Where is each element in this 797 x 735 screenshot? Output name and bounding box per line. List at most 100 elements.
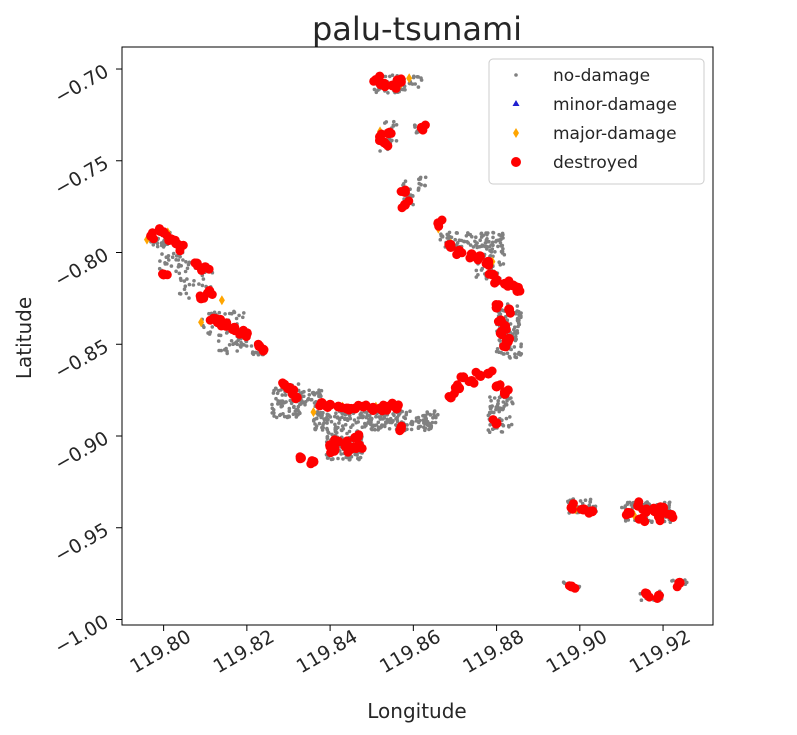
point-destroyed [514,282,523,292]
point-no-damage [500,430,505,434]
point-no-damage [302,394,306,399]
point-no-damage [429,422,433,427]
point-no-damage [348,457,352,462]
point-no-damage [160,252,164,256]
point-no-damage [272,411,276,415]
point-destroyed [205,315,215,325]
point-no-damage [164,255,169,259]
point-no-damage [416,186,421,191]
point-destroyed [668,513,678,522]
point-no-damage [315,410,320,414]
point-no-damage [242,311,246,315]
point-destroyed [375,80,385,90]
point-destroyed [207,290,217,299]
point-no-damage [474,235,478,239]
point-no-damage [423,175,428,180]
point-no-damage [325,456,330,460]
point-no-damage [498,240,503,245]
point-no-damage [292,404,296,409]
point-no-damage [326,430,330,434]
point-no-damage [378,149,382,153]
point-no-damage [583,498,588,503]
point-no-damage [449,235,454,240]
point-no-damage [352,418,357,422]
point-no-damage [313,427,318,432]
point-no-damage [291,412,296,417]
point-no-damage [383,424,387,429]
point-no-damage [489,404,493,409]
point-no-damage [279,404,284,409]
point-no-damage [183,284,188,289]
point-no-damage [501,400,506,404]
legend-box [488,58,705,185]
point-no-damage [620,505,624,510]
point-no-damage [302,389,306,394]
point-no-damage [403,179,408,183]
point-destroyed [404,196,414,206]
point-destroyed [197,265,206,275]
point-no-damage [497,232,501,237]
point-no-damage [235,349,239,353]
point-no-damage [384,421,389,425]
point-no-damage [303,402,307,407]
point-no-damage [227,311,232,316]
point-no-damage [210,325,215,329]
point-no-damage [306,396,311,401]
point-no-damage [519,311,523,315]
y-tick-label: −0.70 [51,60,112,108]
point-no-damage [394,139,399,143]
plot-area-frame [121,46,714,626]
point-no-damage [356,420,361,424]
point-no-damage [378,426,383,430]
point-destroyed [162,270,172,280]
point-no-damage [345,431,349,436]
point-no-damage [431,416,435,420]
point-no-damage [374,414,378,419]
point-no-damage [439,232,443,236]
point-no-damage [317,421,322,426]
point-no-damage [475,245,480,250]
point-destroyed [382,405,392,415]
point-no-damage [517,320,521,325]
point-no-damage [416,85,421,89]
point-no-damage [486,428,491,432]
y-tick-label: −0.75 [51,152,112,200]
point-no-damage [178,292,183,296]
point-no-damage [494,405,499,409]
point-no-damage [349,425,353,430]
point-no-damage [414,416,419,420]
point-destroyed [623,507,633,517]
point-destroyed [396,74,406,84]
point-destroyed [369,76,379,86]
point-destroyed [396,187,406,196]
point-destroyed [420,120,430,130]
point-destroyed [393,401,403,411]
point-no-damage [514,355,519,360]
point-no-damage [294,415,299,419]
point-no-damage [202,325,206,330]
point-no-damage [497,260,502,265]
point-no-damage [239,340,243,345]
point-destroyed [258,346,268,356]
point-no-damage [334,411,338,416]
point-no-damage [471,245,476,249]
point-destroyed [457,248,467,258]
point-no-damage [177,264,182,268]
point-no-damage [185,266,190,271]
point-no-damage [428,412,433,417]
y-axis-label: Latitude [12,297,36,379]
point-no-damage [271,408,276,412]
point-no-damage [496,244,500,249]
point-destroyed [576,504,586,514]
point-no-damage [501,247,505,251]
point-destroyed [204,264,214,274]
point-no-damage [492,410,496,415]
point-no-damage [466,232,470,236]
chart-title: palu-tsunami [312,10,522,48]
point-no-damage [487,410,492,415]
point-no-damage [283,393,288,397]
point-no-damage [509,422,514,427]
point-destroyed [383,141,393,151]
point-no-damage [497,338,502,342]
point-no-damage [491,231,496,235]
